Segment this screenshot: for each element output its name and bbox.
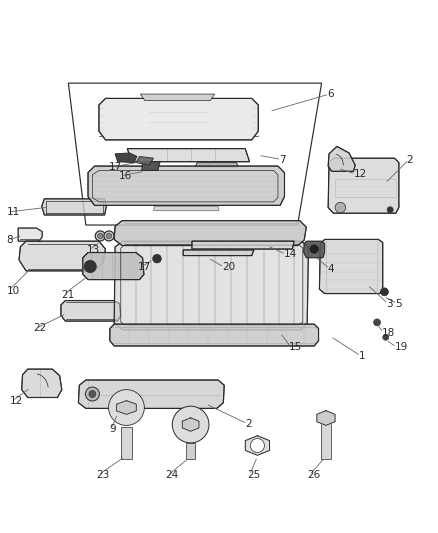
Circle shape <box>310 245 318 253</box>
Bar <box>186 443 195 459</box>
Polygon shape <box>328 147 355 171</box>
Circle shape <box>84 261 96 272</box>
Text: 21: 21 <box>61 290 74 300</box>
Polygon shape <box>117 401 136 414</box>
Text: 17: 17 <box>138 262 152 272</box>
Circle shape <box>374 319 381 326</box>
Text: 19: 19 <box>395 342 408 352</box>
Circle shape <box>98 233 103 239</box>
Circle shape <box>85 387 99 401</box>
Polygon shape <box>115 153 137 163</box>
Text: 5: 5 <box>395 298 402 309</box>
Text: 13: 13 <box>87 245 100 255</box>
Text: 2: 2 <box>407 155 413 165</box>
Bar <box>121 427 132 459</box>
Polygon shape <box>319 239 383 294</box>
Polygon shape <box>21 369 62 398</box>
Circle shape <box>109 390 145 425</box>
Polygon shape <box>304 241 325 258</box>
Polygon shape <box>245 436 269 455</box>
Circle shape <box>89 391 96 398</box>
Polygon shape <box>192 241 294 249</box>
Text: 3: 3 <box>386 298 392 309</box>
Polygon shape <box>78 380 224 408</box>
Polygon shape <box>83 253 144 280</box>
Polygon shape <box>195 163 239 167</box>
Polygon shape <box>19 241 106 271</box>
Text: 8: 8 <box>7 235 13 245</box>
Polygon shape <box>99 99 258 140</box>
Circle shape <box>172 406 209 443</box>
Text: 9: 9 <box>109 424 116 434</box>
Text: 26: 26 <box>307 470 321 480</box>
Polygon shape <box>61 301 121 321</box>
Circle shape <box>251 439 265 453</box>
Text: 23: 23 <box>96 470 109 480</box>
Text: 18: 18 <box>381 328 395 338</box>
Text: 10: 10 <box>7 286 20 295</box>
Circle shape <box>152 254 161 263</box>
Polygon shape <box>110 324 318 346</box>
Circle shape <box>104 231 114 241</box>
Text: 16: 16 <box>119 171 132 181</box>
Text: 24: 24 <box>166 470 179 480</box>
Text: 14: 14 <box>284 249 297 259</box>
Polygon shape <box>328 158 399 213</box>
Text: 20: 20 <box>222 262 235 272</box>
Text: 25: 25 <box>247 470 261 480</box>
Polygon shape <box>42 199 106 215</box>
Polygon shape <box>88 166 285 205</box>
Polygon shape <box>182 418 199 431</box>
Polygon shape <box>114 221 306 246</box>
Text: 7: 7 <box>279 155 286 165</box>
Polygon shape <box>141 94 215 101</box>
Circle shape <box>335 203 346 213</box>
Polygon shape <box>114 241 308 330</box>
Polygon shape <box>136 157 153 165</box>
Circle shape <box>95 231 105 241</box>
Text: 15: 15 <box>289 342 302 352</box>
Circle shape <box>381 288 389 296</box>
Circle shape <box>106 233 112 239</box>
Polygon shape <box>142 161 160 171</box>
Polygon shape <box>183 250 254 256</box>
Polygon shape <box>317 410 335 425</box>
Circle shape <box>383 334 389 340</box>
Text: 17: 17 <box>109 162 122 172</box>
Polygon shape <box>117 408 134 417</box>
Text: 4: 4 <box>327 264 334 273</box>
Text: 6: 6 <box>327 89 334 99</box>
Text: 11: 11 <box>7 207 20 217</box>
Circle shape <box>387 207 393 213</box>
Polygon shape <box>18 228 42 241</box>
Bar <box>321 418 331 459</box>
Text: 1: 1 <box>359 351 365 361</box>
Text: 2: 2 <box>245 419 252 429</box>
Text: 12: 12 <box>10 396 23 406</box>
Text: 22: 22 <box>33 324 47 334</box>
Text: 12: 12 <box>353 169 367 179</box>
Polygon shape <box>127 149 250 161</box>
Polygon shape <box>153 206 219 211</box>
